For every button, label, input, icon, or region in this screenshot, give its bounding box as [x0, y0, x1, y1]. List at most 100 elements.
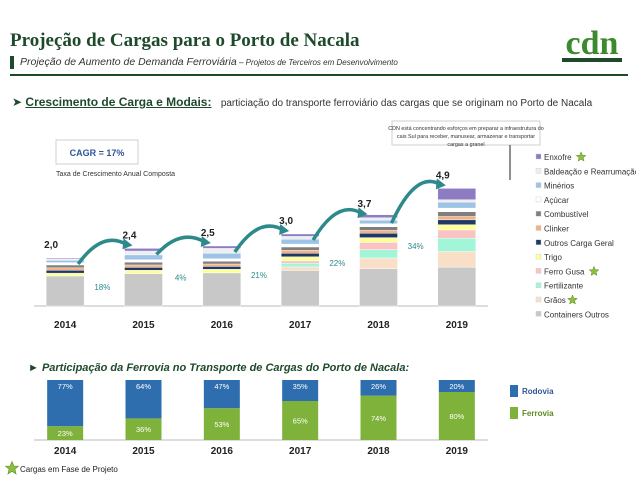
bar-segment-2019-2 — [437, 238, 477, 252]
rodovia-label: 77% — [58, 382, 73, 391]
legend-label: Grãos — [544, 296, 566, 305]
rodovia-bar-2017 — [282, 380, 319, 401]
rodovia-label: 64% — [136, 382, 151, 391]
callout-box — [391, 120, 541, 146]
legend-swatch-rodovia — [510, 385, 518, 397]
bar-segment-2016-9 — [202, 252, 242, 259]
subtitle-accent-bar — [10, 56, 14, 69]
rodovia-bar-2015 — [125, 380, 162, 419]
bar-segment-2018-2 — [359, 249, 398, 259]
ferrovia-label: 23% — [58, 429, 73, 438]
subtitle-main: Projeção de Aumento de Demanda Ferroviár… — [20, 56, 237, 68]
growth-arrow-icon — [311, 207, 363, 241]
bar-segment-2017-5 — [280, 252, 320, 257]
ferrovia-bar-2014 — [47, 426, 84, 440]
bar-segment-2014-4 — [45, 272, 85, 277]
legend-star-icon — [588, 265, 600, 276]
bar-segment-2019-4 — [437, 224, 477, 231]
section-growth-note: particiação do transporte ferroviário da… — [220, 98, 593, 109]
bar-segment-2016-5 — [202, 266, 242, 270]
rodovia-label: 26% — [371, 382, 386, 391]
bar-segment-2017-8 — [280, 243, 320, 248]
section-growth-heading: ➤ Crescimento de Carga e Modais: partici… — [12, 95, 592, 109]
bar-segment-2018-8 — [359, 223, 398, 228]
bar-segment-2018-11 — [359, 214, 398, 218]
rodovia-bar-2016 — [203, 380, 240, 409]
bar-segment-2018-5 — [359, 233, 398, 238]
section-rail-share-heading: ► Participação da Ferrovia no Transporte… — [28, 362, 410, 374]
bar-segment-2018-7 — [359, 226, 398, 231]
ferrovia-label: 74% — [371, 414, 386, 423]
bar-segment-2018-3 — [359, 242, 398, 250]
cargo-growth-chart: 2,0 2014 2,4 2015 2,5 2016 3,0 2017 3,7 2018 4,9 20… — [34, 120, 636, 331]
growth-label: 4% — [175, 273, 187, 282]
growth-label: 34% — [408, 242, 424, 251]
growth-arrow-icon — [155, 235, 206, 256]
ferrovia-label: 36% — [136, 425, 151, 434]
rodovia-label: 20% — [449, 382, 464, 391]
x-tick-label: 2015 — [132, 446, 155, 457]
growth-label: 22% — [329, 259, 345, 268]
section-arrow-icon: ➤ — [12, 95, 23, 109]
star-badge-icon — [5, 461, 19, 475]
bar-segment-2019-3 — [437, 229, 477, 239]
bar-segment-2018-1 — [359, 257, 398, 270]
legend-swatch — [535, 311, 542, 317]
bar-segment-2017-6 — [280, 250, 320, 254]
bar-segment-2015-7 — [124, 261, 163, 266]
legend-swatch — [535, 182, 542, 188]
bar-segment-2014-0 — [45, 275, 85, 307]
ferrovia-bar-2018 — [360, 395, 397, 440]
growth-arrow-icon — [389, 179, 441, 224]
bar-segment-2019-8 — [437, 207, 477, 212]
legend-label: Minérios — [544, 182, 574, 191]
bar-segment-2019-0 — [437, 266, 477, 307]
legend-swatch — [535, 253, 542, 260]
ferrovia-label: 65% — [293, 417, 308, 426]
growth-arrow-icon — [233, 224, 285, 253]
bar-segment-2016-11 — [202, 245, 242, 249]
bar-segment-2017-2 — [280, 263, 320, 268]
legend-label: Enxofre — [544, 153, 572, 162]
legend-label: Baldeação e Rearrumação — [544, 167, 636, 176]
cagr-label: CAGR = 17% — [70, 148, 125, 158]
ferrovia-bar-2017 — [282, 401, 319, 440]
legend-swatch — [535, 282, 542, 288]
x-tick-label: 2017 — [289, 446, 312, 457]
bar-segment-2017-3 — [280, 260, 320, 264]
bar-total-label: 3,7 — [358, 199, 372, 210]
bar-segment-2018-0 — [359, 268, 398, 307]
growth-arrowhead-icon — [357, 207, 368, 219]
bar-segment-2017-11 — [280, 233, 320, 237]
bar-segment-2019-9 — [437, 201, 477, 209]
bar-segment-2015-5 — [124, 267, 163, 271]
logo-text: cdn — [566, 25, 619, 62]
legend-label: Clinker — [544, 225, 569, 234]
bar-segment-2017-7 — [280, 246, 320, 251]
growth-label: 21% — [251, 271, 267, 280]
subtitle-suffix: – Projetos de Terceiros em Desenvolvimen… — [236, 58, 398, 67]
x-tick-label: 2019 — [446, 320, 469, 331]
x-tick-label: 2016 — [211, 446, 234, 457]
bar-segment-2014-11 — [45, 257, 85, 260]
page-title: Projeção de Cargas para o Porto de Nacal… — [10, 30, 360, 51]
bar-segment-2014-7 — [45, 264, 85, 269]
bar-segment-2019-10 — [437, 199, 477, 203]
bar-total-label: 2,4 — [123, 230, 137, 241]
legend-label: Ferro Gusa — [544, 267, 585, 276]
legend-star-icon — [575, 151, 587, 162]
bar-segment-2015-0 — [124, 273, 163, 307]
ferrovia-bar-2016 — [203, 408, 240, 440]
legend-label: Trigo — [544, 253, 562, 262]
footer-legend-text: Cargas em Fase de Projeto — [20, 465, 118, 474]
x-tick-label: 2019 — [446, 446, 469, 457]
rodovia-bar-2019 — [438, 380, 475, 392]
rodovia-label: 35% — [293, 382, 308, 391]
page-subtitle: Projeção de Aumento de Demanda Ferroviár… — [20, 56, 398, 68]
growth-arrowhead-icon — [279, 224, 290, 235]
legend-label: Outros Carga Geral — [544, 239, 614, 248]
x-tick-label: 2018 — [367, 446, 390, 457]
growth-label: 18% — [94, 283, 110, 292]
x-tick-label: 2016 — [211, 320, 234, 331]
bar-segment-2018-6 — [359, 230, 398, 234]
